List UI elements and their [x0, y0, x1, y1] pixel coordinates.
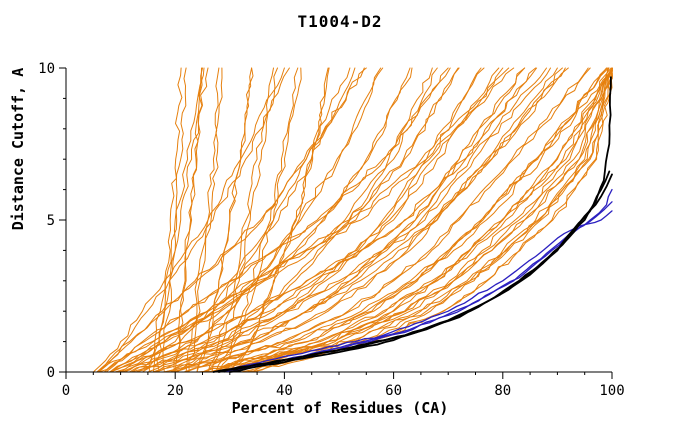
chart-title: T1004-D2	[297, 12, 383, 31]
svg-text:100: 100	[599, 383, 624, 399]
svg-text:5: 5	[47, 213, 55, 229]
x-axis-label: Percent of Residues (CA)	[231, 399, 449, 417]
svg-text:0: 0	[47, 365, 55, 381]
svg-text:40: 40	[276, 383, 293, 399]
svg-text:10: 10	[38, 61, 55, 77]
svg-text:80: 80	[494, 383, 511, 399]
svg-text:60: 60	[385, 383, 402, 399]
svg-text:0: 0	[62, 383, 70, 399]
y-axis-label: Distance Cutoff, A	[9, 67, 27, 231]
svg-text:20: 20	[167, 383, 184, 399]
